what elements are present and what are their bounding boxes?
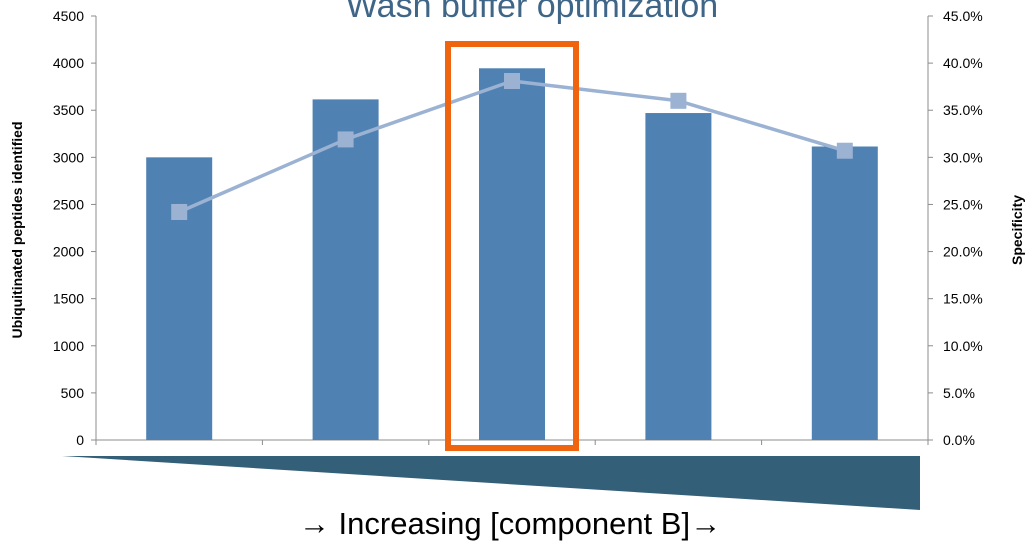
right-tick-label: 45.0% [943,8,983,24]
x-axis [95,439,929,445]
right-tick-label: 30.0% [943,149,983,165]
left-tick-label: 0 [76,432,84,448]
left-tick-label: 1000 [53,338,84,354]
left-tick-label: 2500 [53,196,84,212]
highlight-box [445,41,579,451]
line-marker [504,73,520,90]
bar [146,157,213,441]
right-axis: 0.0% 5.0% 10.0% 15.0% 20.0% 25.0% 30.0% 35.0% 40… [927,8,983,448]
right-tick-label: 25.0% [943,196,983,212]
right-tick-label: 10.0% [943,338,983,354]
right-axis-label: Specificity [1009,195,1025,265]
gradient-label: → Increasing [component B]→ [299,506,721,541]
left-tick-label: 4500 [53,8,84,24]
line-series [171,73,853,220]
left-tick-label: 3000 [53,149,84,165]
line-marker [836,142,853,159]
bar [645,113,712,440]
right-tick-label: 35.0% [943,102,983,118]
left-axis-label: Ubiquitinated peptides identified [9,122,25,339]
bar [312,99,379,441]
line-marker [337,131,354,148]
left-tick-label: 3500 [53,102,84,118]
right-tick-label: 15.0% [943,291,983,307]
left-tick-label: 1500 [53,291,84,307]
left-tick-label: 4000 [53,55,84,71]
left-axis: 0 500 1000 1500 2000 2500 3000 3500 4000 4500 [53,8,97,448]
gradient-wedge [62,456,920,510]
left-tick-label: 500 [61,385,85,401]
line-marker [670,92,687,109]
right-tick-label: 20.0% [943,244,983,260]
left-tick-label: 2000 [53,244,84,260]
chart-title: Wash buffer optimization [346,0,718,25]
line-marker [171,203,188,220]
right-tick-label: 5.0% [943,385,975,401]
right-tick-label: 0.0% [943,432,975,448]
bar [479,68,545,440]
right-tick-label: 40.0% [943,55,983,71]
bar-series [146,68,878,441]
bar [811,146,878,440]
